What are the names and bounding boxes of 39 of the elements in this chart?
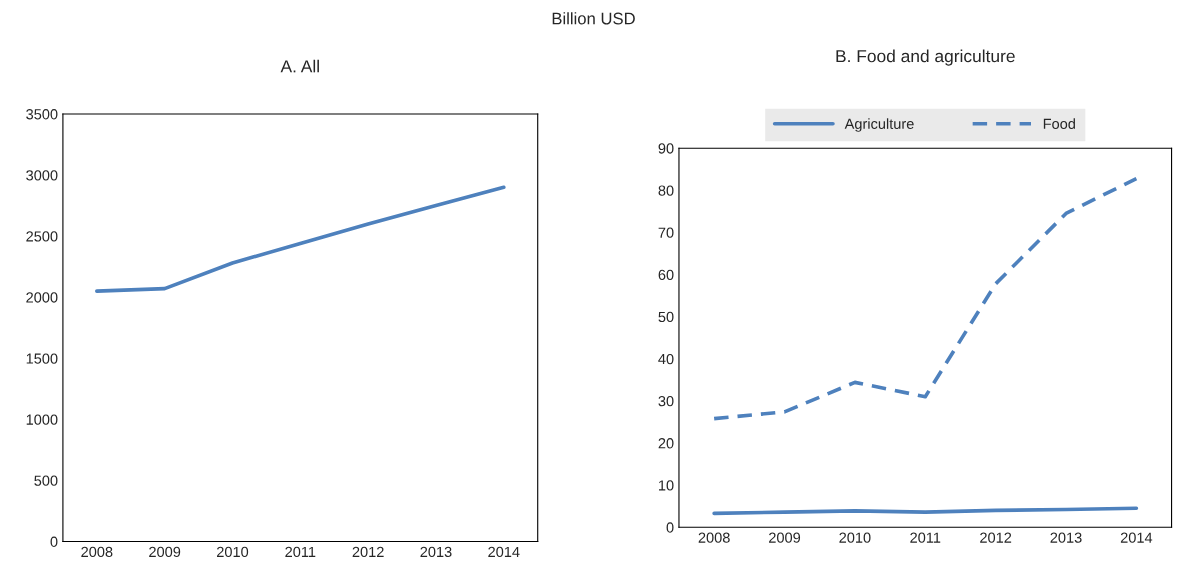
x-tick-label: 2011 [910, 532, 941, 543]
chart-title: A. All [280, 59, 319, 73]
y-tick-label: 3500 [26, 109, 58, 120]
y-tick-label: 40 [658, 353, 674, 365]
y-tick-label: 0 [666, 522, 674, 533]
y-tick-label: 60 [658, 269, 674, 280]
y-tick-label: 90 [658, 143, 674, 154]
legend-label: Agriculture [844, 118, 914, 132]
x-tick-label: 2008 [81, 546, 113, 558]
y-tick-label: 30 [658, 396, 674, 407]
line-series [95, 185, 506, 293]
y-tick-label: 500 [34, 475, 58, 486]
x-tick-label: 2012 [980, 532, 1012, 543]
x-tick-label: 2010 [839, 532, 871, 543]
chart-title: B. Food and agriculture [836, 49, 1015, 66]
text: Billion USD [552, 12, 635, 25]
y-tick-label: 50 [658, 311, 674, 323]
x-tick-label: 2012 [352, 546, 384, 558]
x-tick-label: 2010 [217, 546, 249, 558]
y-tick-label: 80 [658, 185, 674, 196]
y-tick-label: 1000 [26, 414, 58, 425]
y-tick-label: 2500 [26, 231, 58, 242]
x-tick-label: 2013 [1050, 532, 1082, 543]
y-tick-label: 70 [658, 227, 674, 238]
line-series [712, 176, 1139, 421]
y-tick-label: 10 [659, 480, 674, 491]
y-tick-label: 0 [50, 536, 58, 547]
y-tick-label: 3000 [26, 170, 58, 181]
x-tick-label: 2009 [149, 546, 181, 558]
legend-label: Food [1043, 118, 1075, 129]
y-tick-label: 20 [658, 438, 674, 449]
x-tick-label: 2014 [1120, 532, 1153, 543]
x-tick-label: 2014 [488, 546, 520, 558]
x-tick-label: 2011 [285, 546, 316, 558]
x-tick-label: 2013 [420, 546, 452, 558]
x-tick-label: 2008 [698, 532, 730, 543]
y-tick-label: 2000 [26, 292, 58, 303]
y-tick-label: 1500 [26, 353, 58, 364]
x-tick-label: 2009 [769, 532, 801, 543]
